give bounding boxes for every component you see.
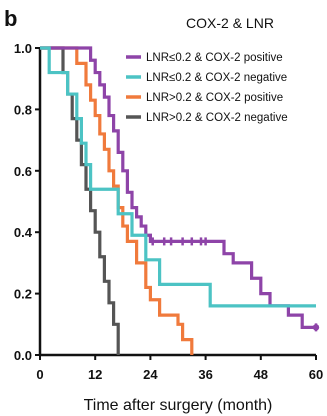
plot-area: 0.0 0.2 0.4 0.6 0.8 1.0 0 12 24 36 48 60 <box>14 41 323 382</box>
x-tick-label: 0 <box>36 367 43 382</box>
y-tick-label: 0.8 <box>14 102 32 117</box>
legend: LNR≤0.2 & COX-2 positive LNR≤0.2 & COX-2 … <box>126 52 288 124</box>
series-line-1 <box>40 46 316 308</box>
y-ticks: 0.0 0.2 0.4 0.6 0.8 1.0 <box>14 41 40 363</box>
x-tick-label: 48 <box>254 367 268 382</box>
x-tick-label: 60 <box>309 367 323 382</box>
panel-letter: b <box>4 6 17 31</box>
y-tick-label: 0.0 <box>14 348 32 363</box>
y-tick-label: 0.6 <box>14 164 32 179</box>
legend-label: LNR≤0.2 & COX-2 positive <box>146 52 283 64</box>
end-marker <box>312 324 320 331</box>
x-tick-label: 12 <box>88 367 102 382</box>
series-line-0 <box>40 46 316 329</box>
series-layer <box>40 46 320 355</box>
legend-label: LNR≤0.2 & COX-2 negative <box>146 72 287 84</box>
y-tick-label: 1.0 <box>14 41 32 56</box>
x-ticks: 0 12 24 36 48 60 <box>36 355 323 382</box>
y-tick-label: 0.4 <box>14 225 33 240</box>
legend-label: LNR>0.2 & COX-2 positive <box>146 92 283 104</box>
legend-label: LNR>0.2 & COX-2 negative <box>146 112 288 124</box>
chart-title: COX-2 & LNR <box>186 15 274 31</box>
x-tick-label: 36 <box>198 367 212 382</box>
x-axis-label: Time after surgery (month) <box>84 397 273 414</box>
y-tick-label: 0.2 <box>14 287 32 302</box>
x-tick-label: 24 <box>143 367 158 382</box>
series-line-3 <box>40 46 120 355</box>
